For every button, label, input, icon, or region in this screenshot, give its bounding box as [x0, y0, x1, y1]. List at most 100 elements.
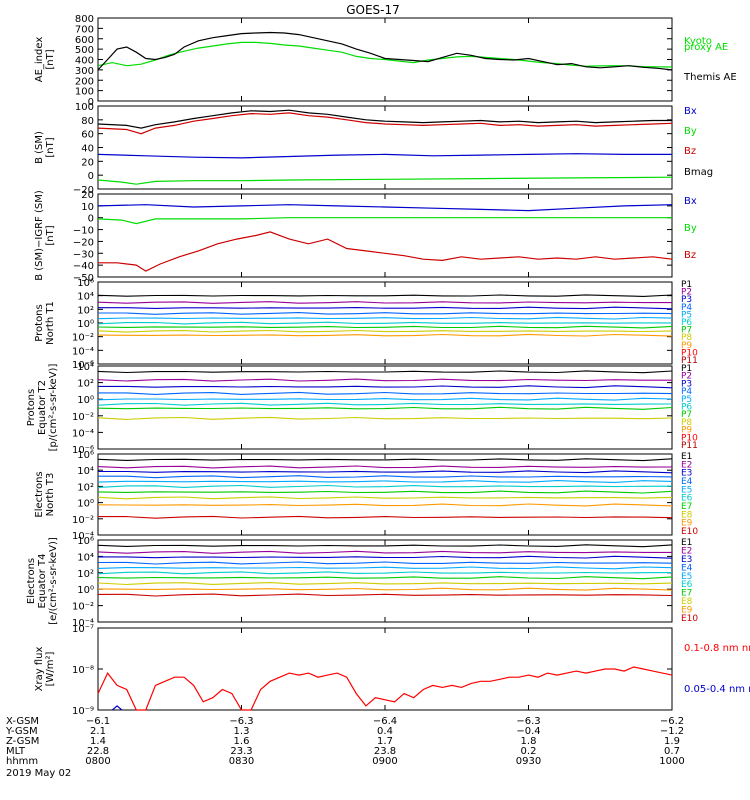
series-e3	[98, 470, 673, 474]
series-p3	[98, 306, 673, 310]
series-e2	[97, 550, 672, 554]
y-tick-label: 10⁰	[77, 395, 94, 406]
y-tick-label: 10⁰	[77, 319, 94, 330]
legend-label: E10	[681, 614, 698, 624]
legend-label: Bz	[684, 250, 696, 261]
legend-label: P7	[681, 326, 692, 336]
y-tick-label: 10⁰	[77, 585, 94, 596]
series-line	[97, 109, 672, 129]
series-line	[97, 458, 673, 462]
axis-row-label: hhmm	[6, 756, 38, 767]
axis-row-value: 0.2	[521, 746, 537, 757]
legend-label: P9	[681, 341, 692, 351]
series-line	[97, 465, 673, 469]
series-line	[97, 176, 673, 185]
series-line	[97, 576, 673, 580]
legend-label: P10	[681, 433, 698, 443]
y-tick-label: 10²	[77, 482, 94, 493]
legend-label: Bmag	[684, 167, 713, 178]
legend-label: E4	[681, 477, 693, 487]
y-tick-label: 10⁴	[77, 362, 94, 373]
series-line	[98, 475, 673, 479]
y-tick-label: 10⁻⁴	[72, 531, 94, 542]
panel-protons_t2: 10⁻⁶ 10⁻⁴ 10⁻² 10⁰ 10² 10⁴ ProtonsEquator T2[p…	[26, 362, 698, 456]
series-p3	[98, 385, 673, 389]
series-line	[97, 217, 672, 225]
legend-label: E1	[681, 452, 692, 462]
axis-row-value: 0900	[372, 756, 397, 767]
y-tick-label: 10²	[77, 379, 94, 390]
series-e10	[98, 515, 673, 519]
series-line	[97, 321, 672, 325]
series-themis-ae	[97, 31, 673, 71]
legend-label: P8	[681, 418, 692, 428]
axis-row-value: 1.9	[664, 736, 680, 747]
axis-row-value: −6.3	[229, 716, 253, 727]
y-tick-label: 60	[81, 130, 94, 141]
legend-label: P11	[681, 441, 698, 451]
legend-label: P11	[681, 356, 698, 366]
y-tick-label: 10⁻⁴	[72, 428, 94, 439]
y-tick-label: 10⁴	[77, 466, 94, 477]
series-p8	[97, 416, 673, 420]
y-tick-label: 0	[88, 171, 94, 182]
axis-row-value: 1.4	[90, 736, 106, 747]
series-line	[97, 402, 673, 406]
series-line	[97, 593, 673, 597]
legend-label: E3	[681, 555, 692, 565]
y-tick-label: 10²	[77, 569, 94, 580]
bottom-axis-table: X-GSM −6.1 −6.3 −6.4 −6.3 −6.2 Y-GSM 2.1 1.3 0.4 −…	[5, 716, 685, 767]
panel-xray: 10⁻⁹ 10⁻⁸ 10⁻⁷ Xray flux[W/m²] 0.1-0.8 nm nm…	[34, 624, 750, 717]
y-tick-label: −50	[73, 273, 94, 284]
axis-row-label: Z-GSM	[6, 736, 39, 747]
series-line	[97, 112, 673, 135]
axis-row-value: 0830	[229, 756, 254, 767]
panel-protons_t1: 10⁻⁶ 10⁻⁴ 10⁻² 10⁰ 10² 10⁴ 10⁶ ProtonsNorth T1 P…	[34, 278, 698, 371]
axis-row-value: 1.6	[234, 736, 250, 747]
legend-label: P9	[681, 426, 692, 436]
y-tick-label: 700	[75, 24, 94, 35]
legend-label: Bx	[684, 106, 697, 117]
series-line	[98, 470, 673, 474]
legend-label: E7	[681, 589, 692, 599]
y-axis-label: AE_index[nT]	[34, 37, 56, 83]
series-e1	[97, 544, 673, 548]
axis-row-value: −0.4	[516, 726, 540, 737]
series-p1	[97, 370, 673, 374]
axis-row-value: 0.7	[664, 746, 680, 757]
y-tick-label: 10⁶	[77, 278, 94, 289]
y-tick-label: 10⁻⁴	[72, 346, 94, 357]
series-bx	[97, 153, 672, 159]
series-line	[97, 325, 673, 329]
y-tick-label: 10⁻⁶	[72, 445, 94, 456]
series-line	[97, 406, 673, 410]
legend-label: Bz	[684, 146, 696, 157]
legend-label: P8	[681, 333, 692, 343]
y-tick-label: −10	[73, 226, 94, 237]
series-bz	[98, 231, 673, 272]
y-tick-label: 10⁻⁸	[72, 665, 94, 676]
series-line	[98, 391, 673, 395]
y-tick-label: −40	[73, 261, 94, 272]
axis-row-label: Y-GSM	[5, 726, 38, 737]
series-line	[97, 496, 673, 500]
series-line	[98, 515, 673, 519]
series-p7	[97, 406, 673, 410]
series-e7	[97, 490, 673, 494]
legend-label: E4	[681, 563, 693, 573]
legend-label: Kyoto	[684, 36, 712, 47]
axis-row-value: 23.3	[230, 746, 252, 757]
y-axis-label: B (SM)−IGRF (SM)[nT]	[34, 190, 56, 281]
y-axis-label: Xray flux[W/m²]	[34, 647, 56, 692]
y-tick-label: 10⁻⁴	[72, 618, 94, 629]
legend-label: proxy AE	[684, 42, 728, 53]
y-tick-label: 800	[75, 14, 94, 25]
y-tick-label: 10⁶	[77, 450, 94, 461]
panel-frame	[97, 627, 673, 711]
panel-frame	[97, 105, 673, 190]
series-line	[97, 484, 673, 488]
series-e2	[97, 465, 673, 469]
series-line	[97, 31, 673, 71]
panels: 0100200300400500600700800AE_index[nT]Kyo…	[26, 14, 750, 717]
legend-label: By	[684, 223, 697, 234]
